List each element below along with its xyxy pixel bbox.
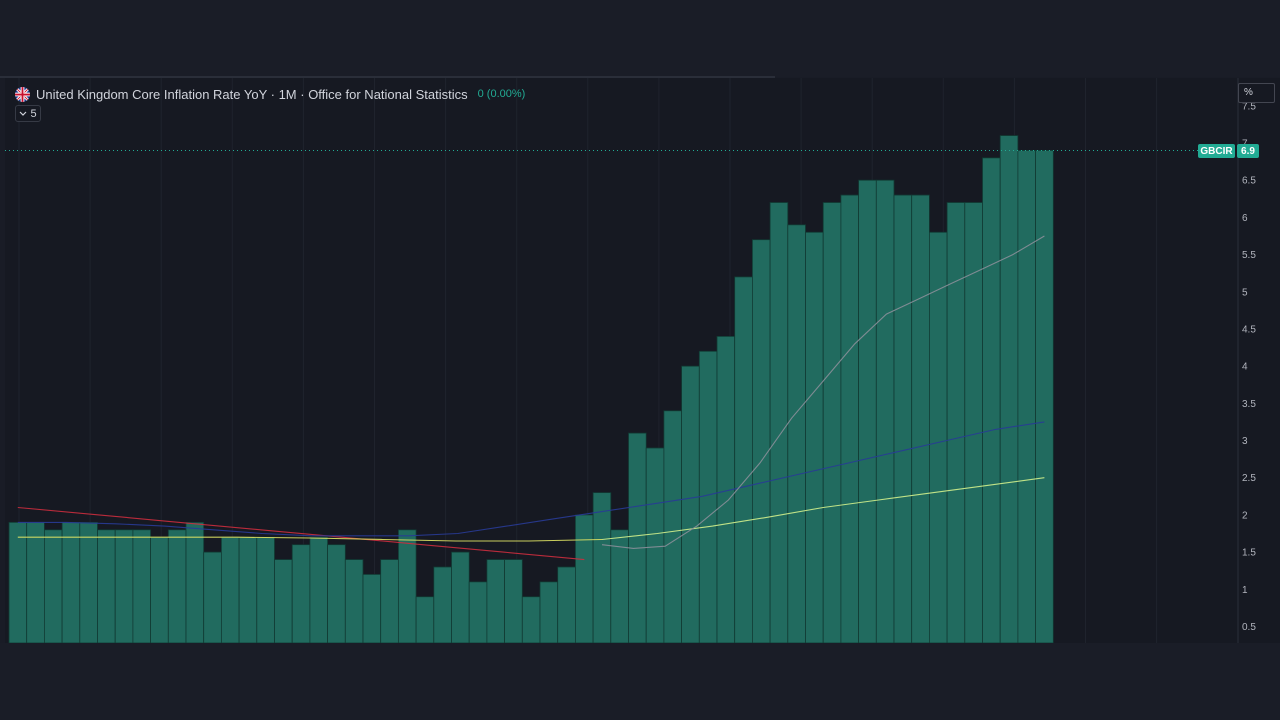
bar — [769, 202, 789, 643]
bar — [167, 529, 187, 643]
last-value-tag: 6.9 — [1237, 144, 1259, 158]
bar — [645, 447, 665, 643]
price-axis-label: 1.5 — [1242, 548, 1256, 559]
bar — [628, 432, 647, 643]
bar — [468, 581, 488, 643]
price-axis-label: 1 — [1242, 585, 1248, 596]
bar — [486, 559, 505, 643]
bar — [964, 202, 983, 643]
bar — [238, 536, 258, 643]
bar — [822, 202, 842, 643]
bar — [433, 566, 452, 643]
bar — [26, 521, 45, 643]
bar — [309, 536, 328, 643]
price-axis-label: 5 — [1242, 287, 1248, 298]
moving-average-line — [17, 421, 1045, 537]
symbol-price-tag: GBCIR — [1198, 144, 1235, 158]
bar — [539, 581, 559, 643]
bar — [911, 194, 930, 643]
bar — [575, 514, 594, 643]
bar — [1017, 150, 1037, 643]
bar — [44, 529, 63, 643]
bar — [256, 536, 275, 643]
bar — [1035, 150, 1054, 643]
price-axis-label: 5.5 — [1242, 250, 1256, 261]
bar — [663, 410, 683, 643]
bar — [858, 179, 877, 643]
uk-flag-icon — [15, 86, 30, 102]
bar — [415, 596, 435, 643]
bar — [787, 224, 806, 643]
bar — [327, 544, 346, 643]
chevron-down-icon — [19, 108, 27, 120]
bar-series — [8, 135, 1054, 643]
series-legend[interactable]: United Kingdom Core Inflation Rate YoY ·… — [15, 85, 525, 103]
bar — [114, 529, 134, 643]
bar — [8, 521, 28, 643]
price-axis-label: 3.5 — [1242, 399, 1256, 410]
unit-selector[interactable]: % — [1238, 83, 1275, 103]
bar — [274, 559, 293, 643]
bar — [291, 544, 311, 643]
bar — [344, 559, 364, 643]
chart-pane[interactable]: 0.511.522.533.544.555.566.577.5 — [5, 78, 1280, 643]
bar — [681, 365, 700, 643]
price-axis-label: 6 — [1242, 213, 1248, 224]
moving-average-line — [17, 536, 603, 542]
bar — [397, 529, 417, 643]
moving-average-line — [601, 477, 1045, 541]
bar — [79, 521, 98, 643]
moving-average-line — [601, 235, 1045, 549]
bar — [875, 179, 895, 643]
bar — [61, 521, 81, 643]
bar — [946, 202, 966, 643]
toolbar-separator — [0, 76, 775, 78]
series-change: 0 (0.00%) — [477, 88, 526, 100]
bar — [592, 492, 612, 643]
bar — [185, 521, 205, 643]
bar — [929, 231, 948, 643]
bar — [982, 157, 1001, 643]
indicators-toggle-button[interactable]: 5 — [15, 105, 41, 122]
indicator-count: 5 — [30, 107, 37, 120]
bar — [362, 574, 382, 643]
bar — [734, 276, 753, 643]
price-axis-label: 6.5 — [1242, 176, 1256, 187]
price-axis-label: 3 — [1242, 436, 1248, 447]
bar — [840, 194, 860, 643]
bar — [97, 529, 116, 643]
price-axis-labels: 0.511.522.533.544.555.566.577.5 — [1242, 101, 1256, 633]
series-title[interactable]: United Kingdom Core Inflation Rate YoY ·… — [36, 86, 468, 102]
bar — [557, 566, 576, 643]
bar — [220, 536, 240, 643]
price-axis-label: 7.5 — [1242, 101, 1256, 112]
bar — [805, 231, 824, 643]
bar — [893, 194, 913, 643]
bar — [203, 551, 222, 643]
price-axis-label: 4.5 — [1242, 324, 1256, 335]
bar — [451, 551, 470, 643]
bar — [521, 596, 541, 643]
bar — [752, 239, 771, 643]
price-axis-label: 2 — [1242, 510, 1248, 521]
top-toolbar-area — [0, 0, 1280, 77]
bar — [698, 350, 718, 643]
price-axis-label: 0.5 — [1242, 622, 1256, 633]
bar — [999, 135, 1019, 643]
bar — [380, 559, 399, 643]
price-axis-label: 4 — [1242, 362, 1248, 373]
bar — [132, 529, 152, 643]
moving-average-line — [17, 506, 585, 561]
bar — [504, 559, 523, 643]
bar — [150, 536, 169, 643]
bottom-area — [0, 643, 1280, 720]
price-axis-label: 2.5 — [1242, 473, 1256, 484]
chart-canvas[interactable]: 0.511.522.533.544.555.566.577.5 — [5, 78, 1280, 643]
moving-average-lines — [17, 235, 1045, 561]
